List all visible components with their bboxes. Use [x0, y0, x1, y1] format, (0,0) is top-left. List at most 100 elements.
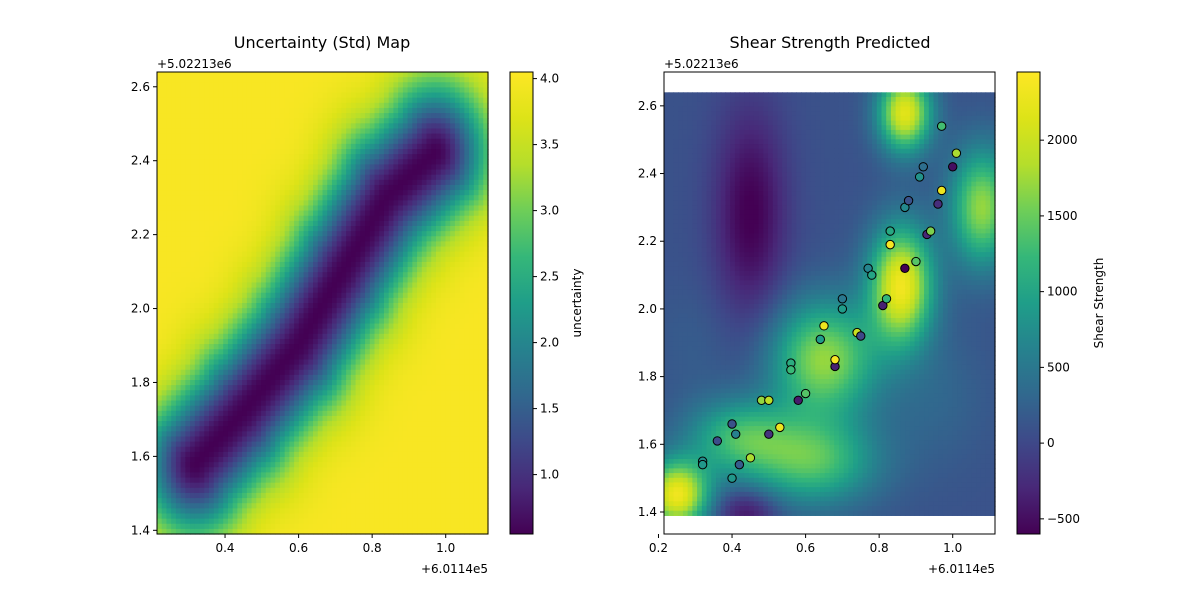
heatmap-cell — [336, 251, 343, 258]
heatmap-cell — [270, 492, 276, 499]
heatmap-cell — [393, 118, 399, 124]
heatmap-cell — [336, 308, 343, 314]
heatmap-cell — [261, 200, 267, 207]
heatmap-cell — [308, 220, 314, 227]
heatmap-cell — [227, 400, 234, 407]
heatmap-cell — [246, 287, 253, 294]
heatmap-cell — [355, 154, 361, 160]
heatmap-cell — [157, 503, 163, 509]
heatmap-cell — [398, 508, 404, 515]
heatmap-cell — [246, 210, 253, 217]
heatmap-cell — [242, 313, 248, 319]
heatmap-cell — [237, 457, 243, 463]
heatmap-cell — [166, 174, 172, 181]
heatmap-cell — [360, 467, 366, 473]
heatmap-cell — [346, 374, 352, 381]
heatmap-cell — [256, 87, 262, 94]
heatmap-cell — [369, 410, 376, 417]
heatmap-cell — [383, 246, 390, 253]
heatmap-cell — [298, 354, 305, 361]
heatmap-cell — [402, 405, 409, 412]
heatmap-cell — [180, 395, 186, 402]
heatmap-cell — [388, 246, 395, 253]
heatmap-cell — [289, 482, 295, 489]
heatmap-cell — [180, 236, 186, 242]
heatmap-cell — [204, 292, 210, 299]
heatmap-cell — [402, 390, 409, 396]
heatmap-cell — [256, 184, 262, 191]
heatmap-cell — [213, 395, 220, 402]
heatmap-cell — [171, 451, 177, 458]
heatmap-cell — [199, 487, 205, 494]
heatmap-cell — [393, 313, 399, 319]
heatmap-cell — [303, 184, 309, 191]
heatmap-cell — [346, 154, 352, 160]
heatmap-cell — [402, 297, 409, 304]
heatmap-cell — [417, 195, 423, 201]
heatmap-cell — [407, 431, 413, 438]
heatmap-cell — [346, 174, 352, 181]
heatmap-cell — [289, 395, 295, 402]
heatmap-cell — [161, 313, 168, 319]
heatmap-cell — [322, 169, 328, 176]
heatmap-cell — [313, 349, 319, 355]
heatmap-cell — [213, 231, 220, 237]
heatmap-cell — [185, 97, 191, 104]
heatmap-cell — [171, 441, 177, 448]
heatmap-cell — [308, 87, 314, 94]
heatmap-cell — [204, 462, 210, 468]
heatmap-cell — [313, 292, 319, 299]
heatmap-cell — [407, 364, 413, 371]
heatmap-cell — [161, 195, 168, 201]
heatmap-cell — [171, 477, 177, 484]
heatmap-cell — [161, 333, 168, 340]
heatmap-cell — [251, 251, 257, 258]
heatmap-cell — [294, 451, 300, 458]
heatmap-cell — [346, 113, 352, 119]
heatmap-cell — [279, 415, 286, 422]
heatmap-cell — [261, 82, 267, 88]
heatmap-cell — [369, 482, 376, 489]
heatmap-cell — [157, 195, 163, 201]
heatmap-cell — [346, 251, 352, 258]
heatmap-cell — [270, 118, 276, 124]
heatmap-cell — [355, 195, 361, 201]
heatmap-cell — [317, 138, 324, 145]
heatmap-cell — [227, 241, 234, 248]
heatmap-cell — [251, 113, 257, 119]
heatmap-cell — [199, 349, 205, 355]
heatmap-cell — [308, 328, 314, 335]
heatmap-cell — [398, 77, 404, 83]
heatmap-cell — [398, 220, 404, 227]
heatmap-cell — [161, 231, 168, 237]
heatmap-cell — [388, 492, 395, 499]
heatmap-cell — [227, 333, 234, 340]
heatmap-cell — [355, 282, 361, 289]
heatmap-cell — [279, 369, 286, 376]
heatmap-cell — [298, 164, 305, 171]
heatmap-cell — [199, 390, 205, 396]
heatmap-cell — [256, 487, 262, 494]
heatmap-cell — [237, 87, 243, 94]
heatmap-cell — [355, 287, 361, 294]
heatmap-cell — [379, 92, 385, 99]
heatmap-cell — [308, 349, 314, 355]
heatmap-cell — [232, 441, 238, 448]
heatmap-cell — [398, 282, 404, 289]
heatmap-cell — [209, 410, 215, 417]
heatmap-cell — [308, 508, 314, 515]
heatmap-cell — [180, 405, 186, 412]
heatmap-cell — [166, 518, 172, 525]
heatmap-cell — [223, 492, 229, 499]
heatmap-cell — [346, 328, 352, 335]
heatmap-cell — [218, 523, 224, 530]
heatmap-cell — [379, 415, 385, 422]
heatmap-cell — [190, 472, 196, 479]
heatmap-cell — [412, 107, 418, 114]
heatmap-cell — [379, 205, 385, 212]
heatmap-cell — [261, 277, 267, 284]
heatmap-cell — [246, 303, 253, 309]
heatmap-cell — [175, 97, 182, 104]
heatmap-cell — [242, 97, 248, 104]
heatmap-cell — [180, 159, 186, 165]
